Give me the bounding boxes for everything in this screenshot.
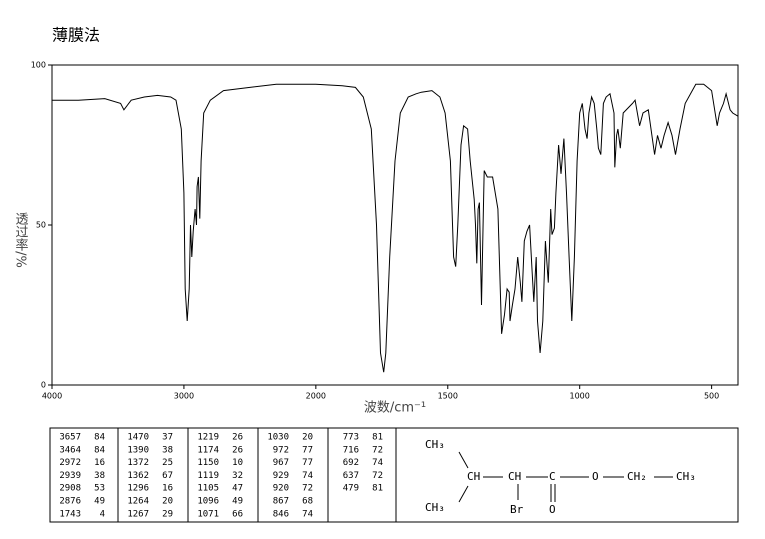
structure-bonds bbox=[458, 451, 673, 503]
y-tick-label: 0 bbox=[41, 381, 46, 390]
peak-transmittance: 38 bbox=[94, 471, 105, 481]
peak-transmittance: 16 bbox=[162, 484, 173, 494]
peak-transmittance: 68 bbox=[302, 497, 313, 507]
peak-transmittance: 74 bbox=[372, 458, 383, 468]
peak-wavenumber: 1264 bbox=[127, 497, 149, 507]
peak-transmittance: 26 bbox=[232, 433, 243, 443]
peak-wavenumber: 1372 bbox=[127, 458, 149, 468]
peak-transmittance: 20 bbox=[162, 497, 173, 507]
peak-wavenumber: 867 bbox=[273, 497, 289, 507]
peak-wavenumber: 2972 bbox=[59, 458, 81, 468]
structure-group: O bbox=[549, 503, 556, 516]
peak-transmittance: 72 bbox=[372, 445, 383, 455]
peak-wavenumber: 920 bbox=[273, 484, 289, 494]
x-tick-label: 3000 bbox=[174, 392, 194, 401]
peak-transmittance: 37 bbox=[162, 433, 173, 443]
peak-wavenumber: 716 bbox=[343, 445, 359, 455]
x-tick-label: 4000 bbox=[42, 392, 62, 401]
peak-wavenumber: 1470 bbox=[127, 433, 149, 443]
peak-transmittance: 53 bbox=[94, 484, 105, 494]
peak-transmittance: 29 bbox=[162, 509, 173, 519]
peak-transmittance: 49 bbox=[94, 497, 105, 507]
peak-wavenumber: 1096 bbox=[197, 497, 219, 507]
x-tick-label: 2000 bbox=[306, 392, 326, 401]
peak-wavenumber: 1743 bbox=[59, 509, 81, 519]
peak-wavenumber: 3464 bbox=[59, 445, 81, 455]
peak-transmittance: 32 bbox=[232, 471, 243, 481]
peak-wavenumber: 846 bbox=[273, 509, 289, 519]
peak-transmittance: 77 bbox=[302, 445, 313, 455]
peak-transmittance: 4 bbox=[100, 509, 105, 519]
peak-wavenumber: 972 bbox=[273, 445, 289, 455]
peak-wavenumber: 692 bbox=[343, 458, 359, 468]
peak-wavenumber: 637 bbox=[343, 471, 359, 481]
peak-transmittance: 38 bbox=[162, 445, 173, 455]
peak-transmittance: 26 bbox=[232, 445, 243, 455]
peak-transmittance: 81 bbox=[372, 484, 383, 494]
structure-group: CH₃ bbox=[676, 470, 696, 483]
peak-wavenumber: 2876 bbox=[59, 497, 81, 507]
peak-transmittance: 72 bbox=[302, 484, 313, 494]
structure-group: CH₃ bbox=[425, 438, 445, 451]
peak-transmittance: 66 bbox=[232, 509, 243, 519]
peak-wavenumber: 1390 bbox=[127, 445, 149, 455]
peak-wavenumber: 1105 bbox=[197, 484, 219, 494]
x-axis-label: 波数/cm⁻¹ bbox=[364, 401, 426, 416]
structure-group: O bbox=[592, 470, 599, 483]
peak-transmittance: 20 bbox=[302, 433, 313, 443]
y-tick-label: 100 bbox=[31, 61, 46, 70]
peak-transmittance: 84 bbox=[94, 445, 105, 455]
plot-frame bbox=[51, 64, 739, 386]
peak-transmittance: 10 bbox=[232, 458, 243, 468]
peak-transmittance: 67 bbox=[162, 471, 173, 481]
structure-group: CH₂ bbox=[627, 470, 647, 483]
y-tick-label: 50 bbox=[36, 221, 46, 230]
peak-wavenumber: 1362 bbox=[127, 471, 149, 481]
peak-wavenumber: 1030 bbox=[267, 433, 289, 443]
structure-group: CH bbox=[508, 470, 521, 483]
peak-wavenumber: 3657 bbox=[59, 433, 81, 443]
peak-wavenumber: 773 bbox=[343, 433, 359, 443]
peak-transmittance: 81 bbox=[372, 433, 383, 443]
structure-group: CH bbox=[467, 470, 480, 483]
peak-table-frame bbox=[49, 427, 739, 523]
spectrum-line bbox=[52, 83, 739, 373]
x-tick-label: 1000 bbox=[570, 392, 590, 401]
peak-wavenumber: 1174 bbox=[197, 445, 219, 455]
structure-group: CH₃ bbox=[425, 501, 445, 514]
peak-wavenumber: 1267 bbox=[127, 509, 149, 519]
peak-transmittance: 49 bbox=[232, 497, 243, 507]
table-dividers bbox=[117, 428, 397, 522]
peak-wavenumber: 2908 bbox=[59, 484, 81, 494]
chart-title: 薄膜法 bbox=[52, 26, 100, 45]
peak-wavenumber: 479 bbox=[343, 484, 359, 494]
peak-wavenumber: 1296 bbox=[127, 484, 149, 494]
peak-wavenumber: 967 bbox=[273, 458, 289, 468]
peak-transmittance: 72 bbox=[372, 471, 383, 481]
y-axis-label: 透过率/% bbox=[13, 212, 29, 268]
peak-transmittance: 84 bbox=[94, 433, 105, 443]
peak-transmittance: 16 bbox=[94, 458, 105, 468]
structure-group: C bbox=[549, 470, 556, 483]
peak-transmittance: 74 bbox=[302, 471, 313, 481]
peak-transmittance: 47 bbox=[232, 484, 243, 494]
peak-wavenumber: 929 bbox=[273, 471, 289, 481]
peak-wavenumber: 1219 bbox=[197, 433, 219, 443]
peak-wavenumber: 1119 bbox=[197, 471, 219, 481]
structure-group: Br bbox=[510, 503, 524, 516]
peak-transmittance: 25 bbox=[162, 458, 173, 468]
peak-wavenumber: 2939 bbox=[59, 471, 81, 481]
peak-wavenumber: 1150 bbox=[197, 458, 219, 468]
x-tick-label: 1500 bbox=[438, 392, 458, 401]
peak-transmittance: 77 bbox=[302, 458, 313, 468]
x-tick-label: 500 bbox=[704, 392, 719, 401]
peak-wavenumber: 1071 bbox=[197, 509, 219, 519]
peak-transmittance: 74 bbox=[302, 509, 313, 519]
